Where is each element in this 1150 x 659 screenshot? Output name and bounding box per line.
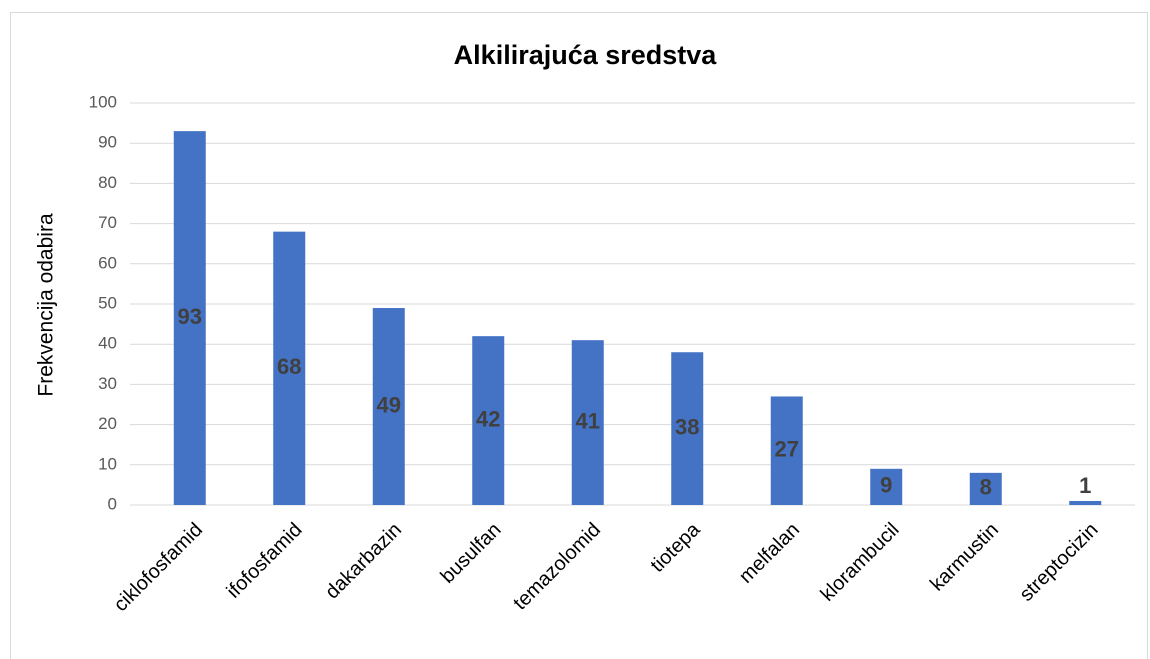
bar (173, 131, 206, 505)
value-label: 42 (476, 406, 500, 431)
value-label: 49 (377, 392, 401, 417)
bar (671, 352, 704, 505)
y-tick-label: 40 (98, 334, 117, 353)
value-label: 1 (1079, 473, 1091, 498)
value-label: 27 (775, 437, 799, 462)
bar (472, 336, 505, 505)
value-label: 8 (980, 475, 992, 500)
value-label: 41 (576, 408, 600, 433)
value-label: 68 (277, 354, 301, 379)
chart-title: Alkilirajuća sredstva (454, 40, 718, 70)
y-tick-label: 50 (98, 293, 117, 312)
value-label: 38 (675, 414, 699, 439)
bar (372, 308, 405, 505)
y-tick-label: 10 (98, 454, 117, 473)
y-tick-label: 30 (98, 374, 117, 393)
y-tick-label: 70 (98, 213, 117, 232)
bar (770, 396, 803, 505)
value-label: 9 (880, 473, 892, 498)
y-tick-label: 90 (98, 133, 117, 152)
bar (1069, 500, 1102, 505)
y-tick-label: 20 (98, 414, 117, 433)
value-label: 93 (178, 304, 202, 329)
bar (571, 340, 604, 505)
bar (870, 468, 903, 505)
y-tick-label: 60 (98, 253, 117, 272)
bar (273, 231, 306, 505)
y-tick-label: 0 (108, 494, 117, 513)
y-tick-label: 80 (98, 173, 117, 192)
bar (969, 472, 1002, 505)
y-tick-label: 100 (89, 92, 117, 111)
y-axis-label: Frekvencija odabira (35, 213, 58, 397)
